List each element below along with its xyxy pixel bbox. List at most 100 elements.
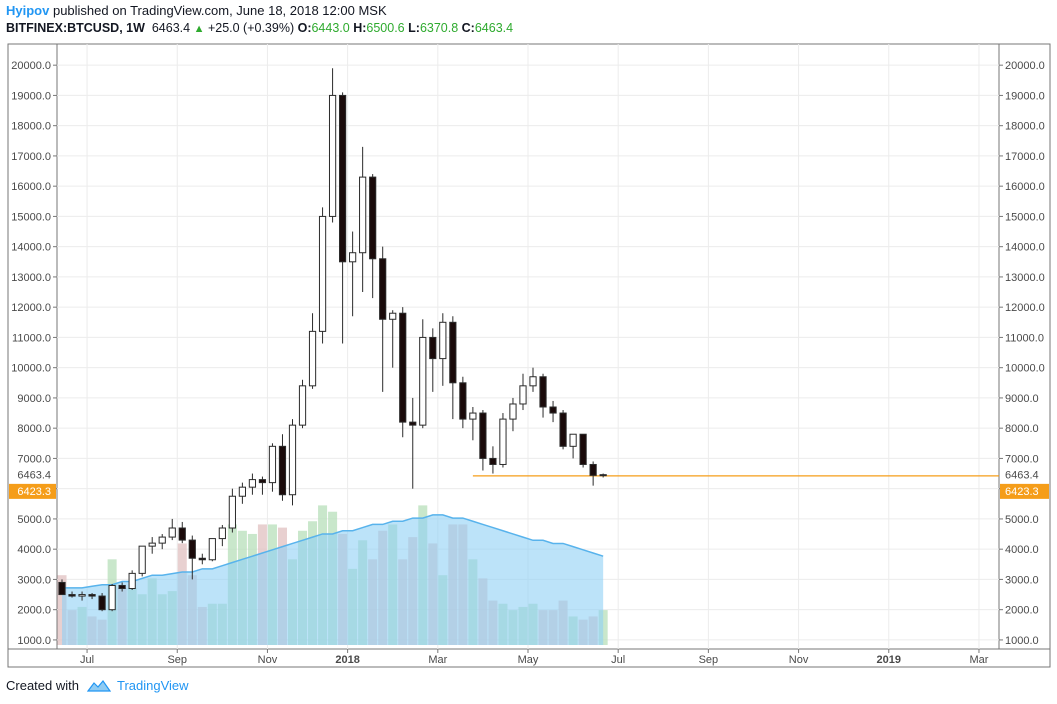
candle-body [128, 572, 136, 589]
y-tick-label-left: 3000.0 [17, 574, 51, 586]
x-tick-label: Sep [167, 654, 187, 666]
y-tick-label-left: 2000.0 [17, 605, 51, 617]
y-tick-label-right: 19000.0 [1005, 90, 1045, 102]
x-tick-label: Nov [258, 654, 278, 666]
open-label: O: [297, 21, 312, 35]
author-link[interactable]: Hyipov [6, 3, 50, 18]
y-tick-label-right: 11000.0 [1005, 332, 1044, 344]
y-tick-label-right: 3000.0 [1005, 574, 1039, 586]
candle-body [369, 176, 377, 260]
candle-body [68, 594, 76, 597]
candle-body [158, 536, 166, 544]
candle-body [88, 594, 96, 597]
low-value: 6370.8 [419, 21, 459, 35]
y-tick-label-right: 13000.0 [1005, 272, 1045, 284]
candle-body [459, 382, 467, 420]
candle-body [519, 385, 527, 405]
candle-body [439, 321, 447, 360]
y-tick-label-right: 12000.0 [1005, 302, 1045, 314]
close-label: C: [461, 21, 475, 35]
x-tick-label: Nov [789, 654, 809, 666]
footer: Created with TradingView [6, 678, 189, 693]
y-tick-label-right: 8000.0 [1005, 423, 1039, 435]
y-tick-label-left: 17000.0 [11, 151, 51, 163]
candle-body [308, 330, 317, 387]
candle-body [579, 433, 587, 465]
open-value: 6443.0 [311, 21, 350, 35]
last-price-tag-bg [9, 467, 56, 482]
published-text: published on TradingView.com, June 18, 2… [52, 3, 387, 18]
candle-body [429, 336, 437, 360]
level-tag-bg [9, 483, 56, 499]
publish-line: Hyipov published on TradingView.com, Jun… [6, 3, 387, 18]
level-tag-bg [1000, 483, 1049, 499]
candle-body [549, 406, 557, 414]
left-axis-frame [7, 43, 58, 650]
y-tick-label-left: 10000.0 [11, 363, 51, 375]
y-tick-label-right: 18000.0 [1005, 121, 1045, 133]
candle-body [238, 486, 247, 497]
y-tick-label-right: 1000.0 [1005, 635, 1039, 647]
candle-body [569, 433, 577, 447]
y-tick-label-right: 14000.0 [1005, 242, 1045, 254]
candle-body [208, 538, 216, 561]
candle-body [499, 418, 507, 465]
candle-body [359, 176, 367, 254]
y-tick-label-right: 4000.0 [1005, 544, 1039, 556]
y-tick-label-left: 8000.0 [17, 423, 51, 435]
x-tick-label: Jul [80, 654, 94, 666]
candle-body [148, 542, 156, 547]
y-tick-label-left: 12000.0 [11, 302, 51, 314]
candle-body [419, 336, 427, 426]
x-tick-label: Sep [699, 654, 719, 666]
level-tag: 6423.3 [1005, 486, 1039, 498]
y-tick-label-right: 7000.0 [1005, 453, 1039, 465]
y-tick-label-left: 11000.0 [12, 332, 51, 344]
candle-body [288, 424, 297, 496]
candle-body [539, 376, 547, 408]
up-arrow-icon: ▲ [193, 23, 205, 35]
candle-body [589, 463, 597, 476]
y-tick-label-right: 16000.0 [1005, 181, 1045, 193]
time-axis-frame [7, 648, 1051, 668]
candle-body [98, 595, 106, 611]
volume-bar [57, 575, 67, 645]
last-price-tag: 6463.4 [17, 470, 51, 482]
volume-ma-line [62, 514, 604, 589]
candle-body [258, 479, 267, 484]
candle-body [529, 376, 537, 387]
candle-body [449, 321, 457, 384]
y-tick-label-right: 10000.0 [1005, 363, 1045, 375]
candle-body [559, 412, 567, 447]
candle-body [399, 312, 407, 423]
y-tick-label-right: 20000.0 [1005, 60, 1045, 72]
y-tick-label-left: 7000.0 [17, 453, 51, 465]
symbol-label: BITFINEX:BTCUSD, 1W [6, 21, 145, 35]
candle-body [328, 94, 337, 217]
y-tick-label-left: 14000.0 [11, 242, 51, 254]
y-tick-label-left: 4000.0 [17, 544, 51, 556]
y-tick-label-right: 17000.0 [1005, 151, 1045, 163]
price-change: +25.0 (+0.39%) [207, 21, 295, 35]
y-tick-label-right: 9000.0 [1005, 393, 1039, 405]
y-tick-label-left: 5000.0 [17, 514, 51, 526]
candle-body [479, 412, 487, 459]
tradingview-link[interactable]: TradingView [116, 678, 189, 693]
candle-body [78, 594, 86, 597]
candle-body [338, 94, 347, 263]
candle-body [228, 495, 236, 529]
high-label: H: [353, 21, 367, 35]
candle-body [349, 252, 357, 263]
x-tick-label: 2018 [335, 654, 359, 666]
candle-body [198, 557, 206, 561]
tradingview-logo-icon [86, 679, 111, 692]
candle-body [599, 474, 607, 477]
x-tick-label: 2019 [877, 654, 901, 666]
candle-body [168, 527, 176, 538]
y-tick-label-left: 19000.0 [11, 90, 51, 102]
candle-body [178, 527, 186, 541]
high-value: 6500.6 [366, 21, 405, 35]
candle-body [138, 545, 146, 574]
y-tick-label-right: 2000.0 [1005, 605, 1039, 617]
